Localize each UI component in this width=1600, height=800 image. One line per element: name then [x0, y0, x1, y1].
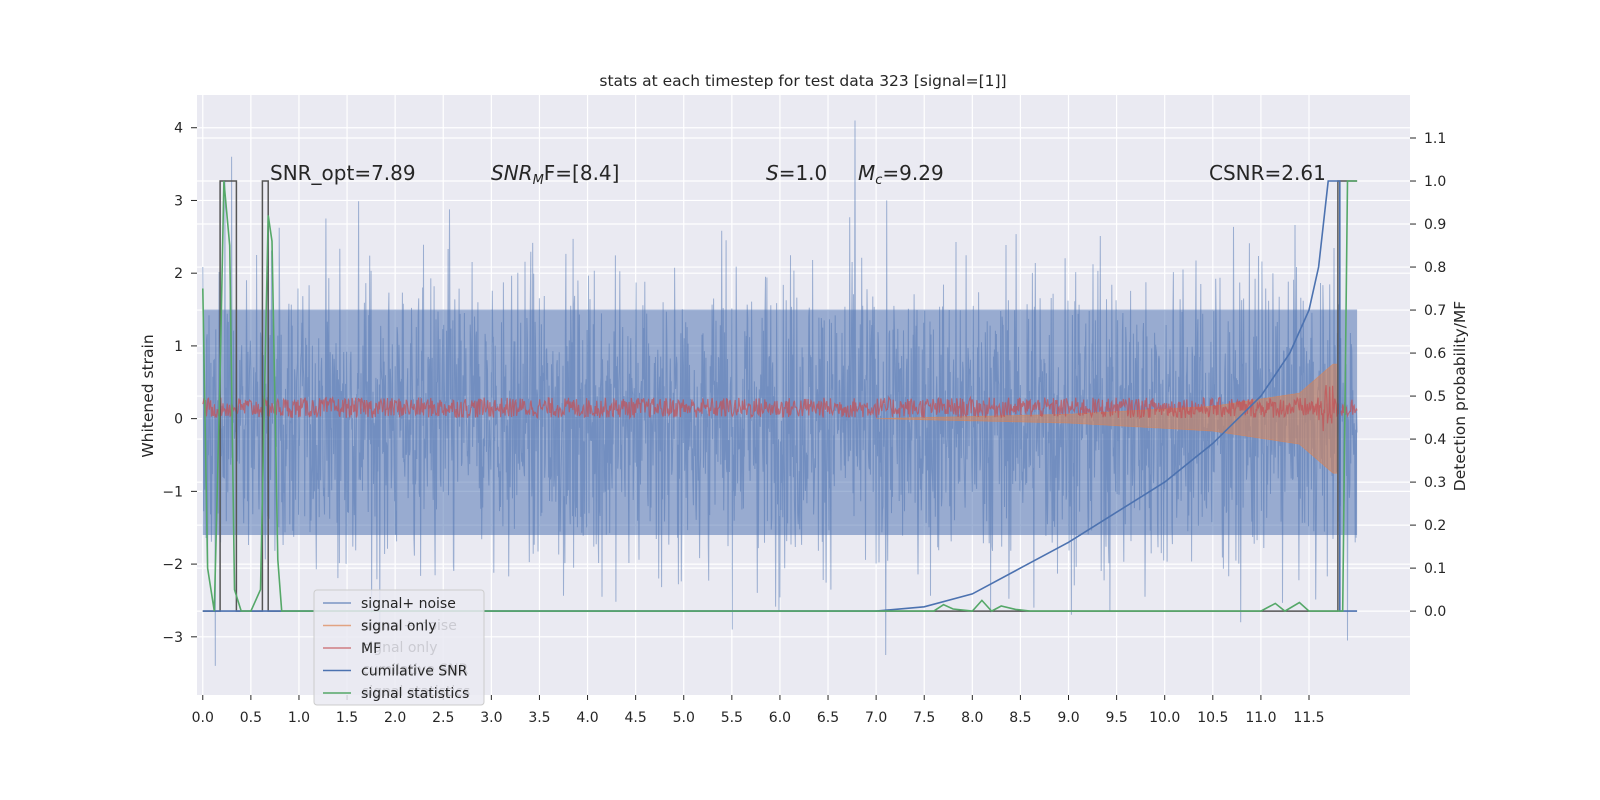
legend-label: MF [361, 641, 381, 657]
y-right-tick-label: 0.0 [1424, 604, 1446, 620]
y-right-tick-label: 0.8 [1424, 260, 1446, 276]
x-tick-label: 5.0 [673, 710, 695, 726]
x-tick-label: 1.5 [336, 710, 358, 726]
y-tick-label: −1 [162, 484, 183, 500]
plot-content [202, 120, 1358, 666]
chart-title: stats at each timestep for test data 323… [599, 72, 1006, 90]
x-tick-label: 0.5 [240, 710, 262, 726]
y-right-tick-label: 0.5 [1424, 389, 1446, 405]
annotation-mc-value: =9.29 [882, 161, 943, 185]
x-tick-label: 3.0 [480, 710, 502, 726]
y-right-tick-label: 0.6 [1424, 346, 1446, 362]
y-right-tick-label: 0.9 [1424, 217, 1446, 233]
annotation-mc-subscript: c [875, 173, 882, 188]
y-axis-label: Whitened strain [139, 334, 157, 457]
annotation-snr-mf-subscript: M [533, 173, 544, 188]
legend-label: signal only [361, 619, 436, 635]
series-cumulative-snr [202, 180, 1358, 612]
x-tick-label: 11.5 [1293, 710, 1324, 726]
x-tick-label: 6.5 [817, 710, 839, 726]
x-tick-label: 9.0 [1057, 710, 1079, 726]
x-tick-label: 5.5 [721, 710, 743, 726]
annotation-csnr: CSNR=2.61 [1209, 161, 1326, 185]
x-tick-label: 2.5 [432, 710, 454, 726]
legend-box [313, 589, 485, 706]
y-tick-label: −2 [162, 557, 183, 573]
legend-ghost-label: cumilative SNR [362, 662, 469, 678]
annotation-mc-symbol: M [858, 161, 875, 185]
annotation-s-value: =1.0 [779, 161, 828, 185]
y-tick-label: 0 [174, 412, 183, 428]
series-signal-noise [202, 120, 1358, 666]
x-tick-label: 8.5 [1009, 710, 1031, 726]
annotation-snr-mf-value: F=[8.4] [544, 161, 620, 185]
x-tick-label: 11.0 [1245, 710, 1276, 726]
x-tick-label: 7.0 [865, 710, 887, 726]
annotation-s: S=1.0 [766, 161, 827, 185]
series-mf [202, 385, 1358, 432]
y-right-tick-label: 0.3 [1424, 475, 1446, 491]
x-tick-label: 9.5 [1105, 710, 1127, 726]
annotation-s-symbol: S [766, 161, 779, 185]
y-tick-label: 4 [174, 121, 183, 137]
series-detection-step [202, 180, 1358, 612]
y-right-tick-label: 0.1 [1424, 561, 1446, 577]
legend-ghost-label: signal statistics [362, 684, 470, 700]
y-tick-label: 2 [174, 266, 183, 282]
x-tick-label: 0.0 [192, 710, 214, 726]
y-right-tick-label: 0.7 [1424, 303, 1446, 319]
x-tick-label: 3.5 [528, 710, 550, 726]
annotation-snr-opt: SNR_opt=7.89 [270, 161, 416, 185]
legend-label: signal+ noise [361, 596, 456, 612]
legend-ghost-label: signal+ noise [362, 618, 457, 634]
x-tick-label: 2.0 [384, 710, 406, 726]
y-right-tick-label: 1.0 [1424, 174, 1446, 190]
x-tick-label: 1.0 [288, 710, 310, 726]
x-tick-label: 10.5 [1197, 710, 1228, 726]
y-tick-label: 3 [174, 193, 183, 209]
series-signal-statistics [202, 180, 1358, 613]
x-tick-label: 4.5 [625, 710, 647, 726]
y-axis-label-right: Detection probability/MF [1451, 301, 1469, 492]
annotation-snr-mf: SNRMF=[8.4] [491, 161, 619, 188]
axis-ticks: 0.0 0.5 1.0 1.5 2.0 2.5 3.0 3.5 4.0 4.5 5.0 5.5 6.0 6… [162, 121, 1446, 726]
y-tick-label: −3 [162, 630, 183, 646]
annotation-snr-mf-symbol: SNR [491, 161, 533, 185]
y-right-tick-label: 0.4 [1424, 432, 1446, 448]
x-tick-label: 8.0 [961, 710, 983, 726]
y-right-tick-label: 0.2 [1424, 518, 1446, 534]
legend-label: cumilative SNR [361, 664, 468, 680]
legend-label: signal statistics [361, 686, 469, 702]
legend-ghost-label: signal only [362, 640, 437, 656]
annotation-mc: Mc=9.29 [858, 161, 944, 188]
y-right-tick-label: 1.1 [1424, 131, 1446, 147]
x-tick-label: 6.0 [769, 710, 791, 726]
x-tick-label: 10.0 [1149, 710, 1180, 726]
y-tick-label: 1 [174, 339, 183, 355]
x-tick-label: 4.0 [576, 710, 598, 726]
x-tick-label: 7.5 [913, 710, 935, 726]
